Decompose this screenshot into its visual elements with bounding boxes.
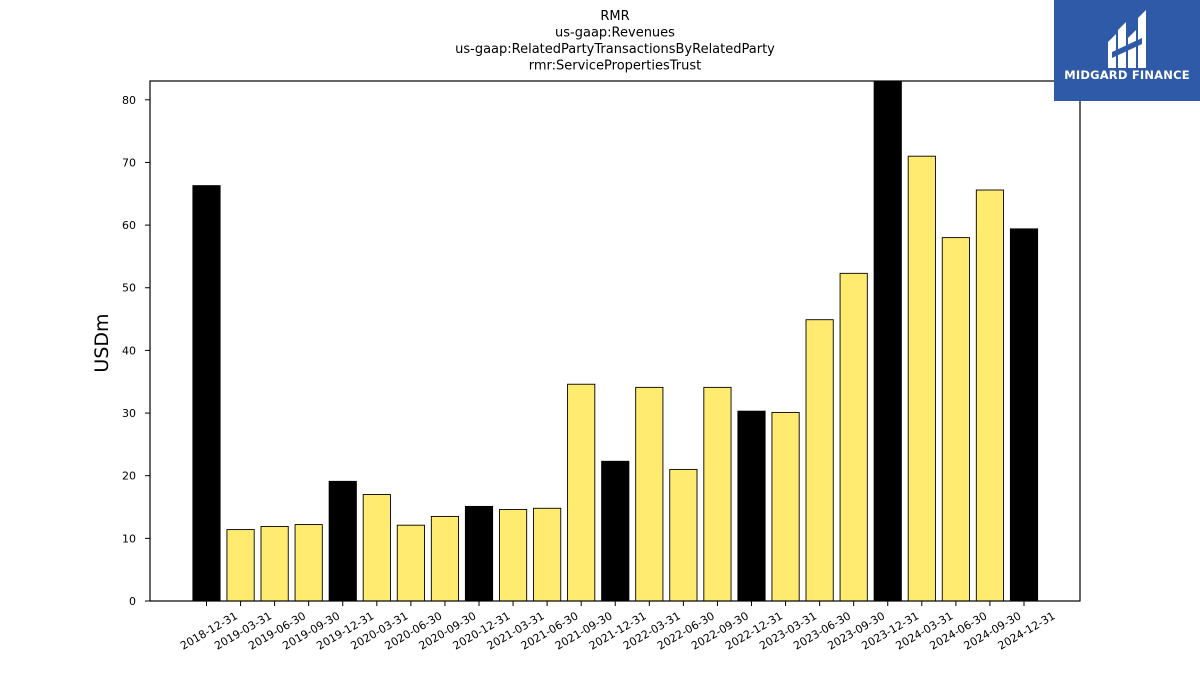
bar-2020-06-30 [396, 524, 425, 602]
bar-2024-12-31 [1009, 228, 1039, 602]
y-tick-label: 0 [129, 595, 136, 608]
bar-2020-12-31 [464, 505, 494, 602]
bar-2020-09-30 [430, 515, 460, 602]
y-tick-label: 60 [122, 219, 136, 232]
midgard-logo-icon [1108, 10, 1146, 68]
bar-2023-03-31 [771, 411, 800, 602]
bar-2022-06-30 [669, 468, 698, 602]
y-tick-label: 50 [122, 282, 136, 295]
bar-2021-09-30 [567, 383, 596, 602]
y-axis-label: USDm [91, 313, 113, 372]
midgard-finance-logo: MIDGARD FINANCE [1054, 0, 1200, 101]
chart-title-line: rmr:ServicePropertiesTrust [529, 59, 702, 74]
y-tick-label: 80 [122, 94, 136, 107]
bar-2020-03-31 [362, 494, 391, 602]
bar-2023-09-30 [839, 272, 868, 602]
bar-2021-06-30 [533, 507, 562, 602]
bar-2022-03-31 [635, 386, 664, 602]
logo-text: MIDGARD FINANCE [1064, 68, 1190, 82]
bar-2024-09-30 [975, 189, 1005, 602]
chart-title-line: RMR [600, 9, 629, 24]
chart-title-line: us-gaap:RelatedPartyTransactionsByRelate… [455, 42, 775, 57]
bar-2023-06-30 [805, 319, 834, 602]
bar-2022-09-30 [703, 386, 732, 602]
y-tick-label: 10 [122, 532, 136, 545]
bar-2019-09-30 [294, 524, 323, 602]
bars [192, 80, 1039, 602]
chart-title: RMR us-gaap:Revenuesus-gaap:RelatedPartyT… [455, 9, 775, 74]
bar-2024-03-31 [907, 155, 936, 602]
bar-2024-06-30 [941, 237, 970, 602]
y-tick-label: 40 [122, 344, 136, 357]
bar-2022-12-31 [737, 410, 766, 602]
x-axis: 2018-12-312019-03-312019-06-302019-09-30… [178, 601, 1058, 653]
y-tick-label: 30 [122, 407, 136, 420]
bar-2019-12-31 [328, 480, 357, 602]
chart-title-line: us-gaap:Revenues [555, 26, 675, 41]
y-tick-label: 20 [122, 470, 136, 483]
bar-2021-03-31 [498, 509, 528, 602]
bar-2018-12-31 [192, 185, 221, 602]
bar-2023-12-31 [873, 80, 902, 602]
bar-2019-06-30 [260, 525, 289, 602]
y-tick-label: 70 [122, 156, 136, 169]
bar-2019-03-31 [226, 529, 255, 602]
y-axis: 0 10 20 30 40 50 60 70 80 [122, 94, 150, 608]
bar-2021-12-31 [601, 460, 630, 602]
